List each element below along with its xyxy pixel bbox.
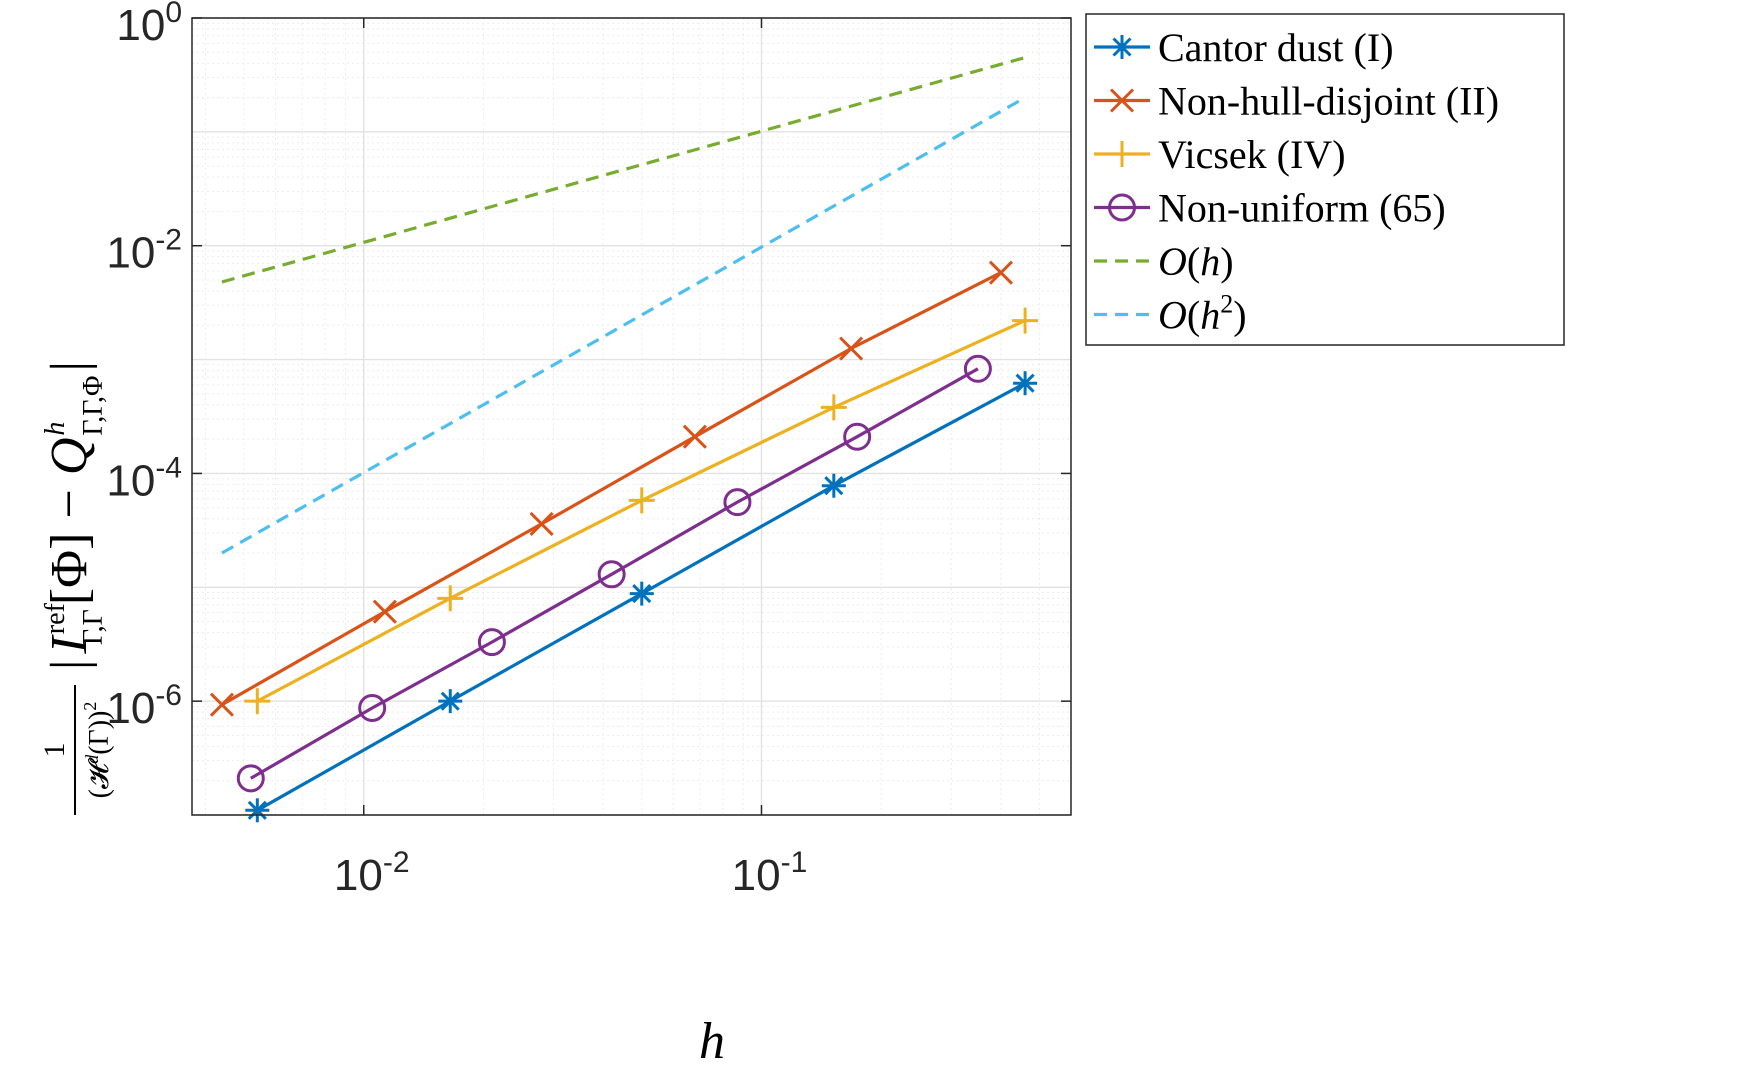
- legend-marker: [1110, 35, 1134, 59]
- legend-item: Cantor dust (I): [1094, 25, 1394, 70]
- series-non-uniform-65: [236, 354, 992, 793]
- legend-label: Non-hull-disjoint (II): [1158, 79, 1499, 124]
- y-tick-label: 10-2: [106, 224, 182, 278]
- data-point: [358, 694, 387, 723]
- legend-item: Non-uniform (65): [1094, 186, 1446, 231]
- legend: Cantor dust (I) Non-hull-disjoint (II) Vic…: [1085, 13, 1565, 346]
- legend-marker: [1108, 193, 1136, 222]
- data-point: [820, 394, 847, 421]
- minor-grid: [192, 18, 1071, 815]
- legend-label: Vicsek (IV): [1158, 132, 1346, 177]
- series-line: [221, 96, 1026, 555]
- legend-item: O(h): [1094, 239, 1234, 284]
- legend-item: Non-hull-disjoint (II): [1094, 79, 1499, 124]
- tick-marks: [192, 17, 1071, 815]
- series-vicsek-iv: [244, 307, 1039, 715]
- series-layer: [209, 55, 1039, 823]
- data-point: [597, 560, 626, 589]
- series-line: [249, 367, 979, 780]
- x-tick-label: 10-2: [334, 846, 410, 900]
- series-line: [221, 271, 1002, 707]
- data-point: [839, 336, 864, 361]
- series-o-h: [221, 55, 1026, 284]
- y-tick-label: 10-4: [106, 451, 182, 505]
- data-point: [682, 424, 707, 449]
- y-label-frac-num: 1: [38, 743, 71, 758]
- data-point: [372, 599, 397, 624]
- data-point: [963, 354, 992, 383]
- data-point: [236, 764, 265, 793]
- y-tick-label: 100: [116, 0, 182, 50]
- data-point: [244, 688, 271, 715]
- plot-background: [192, 18, 1071, 815]
- data-point: [629, 581, 654, 606]
- series-o-h-2: [221, 96, 1026, 555]
- data-point: [1012, 307, 1039, 334]
- data-point: [723, 488, 752, 517]
- y-label-main: |Iref Γ,Γ[Φ]−Qh Γ,Γ,Φ|: [40, 361, 109, 670]
- x-axis-label: h: [699, 1013, 725, 1066]
- data-point: [628, 487, 655, 514]
- data-point: [209, 692, 234, 717]
- legend-marker: [1109, 88, 1135, 113]
- data-point: [245, 798, 270, 823]
- series-non-hull-disjoint-ii: [209, 260, 1014, 717]
- plot-area: [192, 18, 1071, 815]
- legend-item: Vicsek (IV): [1094, 132, 1346, 177]
- series-cantor-dust-i: [245, 371, 1038, 823]
- data-point: [988, 260, 1014, 285]
- y-label-frac-den: (𝓗d(Γ))2: [80, 702, 115, 799]
- x-tick-label: 10-1: [732, 846, 808, 900]
- legend-item: O(h2): [1094, 290, 1247, 338]
- data-point: [821, 473, 846, 498]
- y-tick-label: 10-6: [106, 679, 182, 733]
- series-line: [221, 55, 1026, 284]
- legend-marker: [1109, 141, 1135, 167]
- data-point: [843, 422, 872, 451]
- data-point: [1013, 371, 1038, 396]
- legend-label: O(h): [1158, 239, 1234, 284]
- data-point: [477, 628, 506, 657]
- plot-frame: [191, 17, 1072, 816]
- axes-frame: [191, 17, 1072, 816]
- y-axis-label: 1 (𝓗d(Γ))2 |Iref Γ,Γ[Φ]−Qh Γ,Γ,Φ|: [38, 361, 115, 815]
- legend-box: [1085, 13, 1565, 346]
- legend-label: Non-uniform (65): [1158, 186, 1446, 231]
- x-tick-labels: 10-2 10-1: [334, 846, 807, 900]
- y-tick-labels: 10-6 10-4 10-2 100: [106, 0, 182, 733]
- data-point: [529, 511, 554, 537]
- data-point: [437, 585, 464, 612]
- legend-label: Cantor dust (I): [1158, 25, 1394, 70]
- legend-label: O(h2): [1158, 290, 1247, 338]
- data-point: [438, 689, 463, 714]
